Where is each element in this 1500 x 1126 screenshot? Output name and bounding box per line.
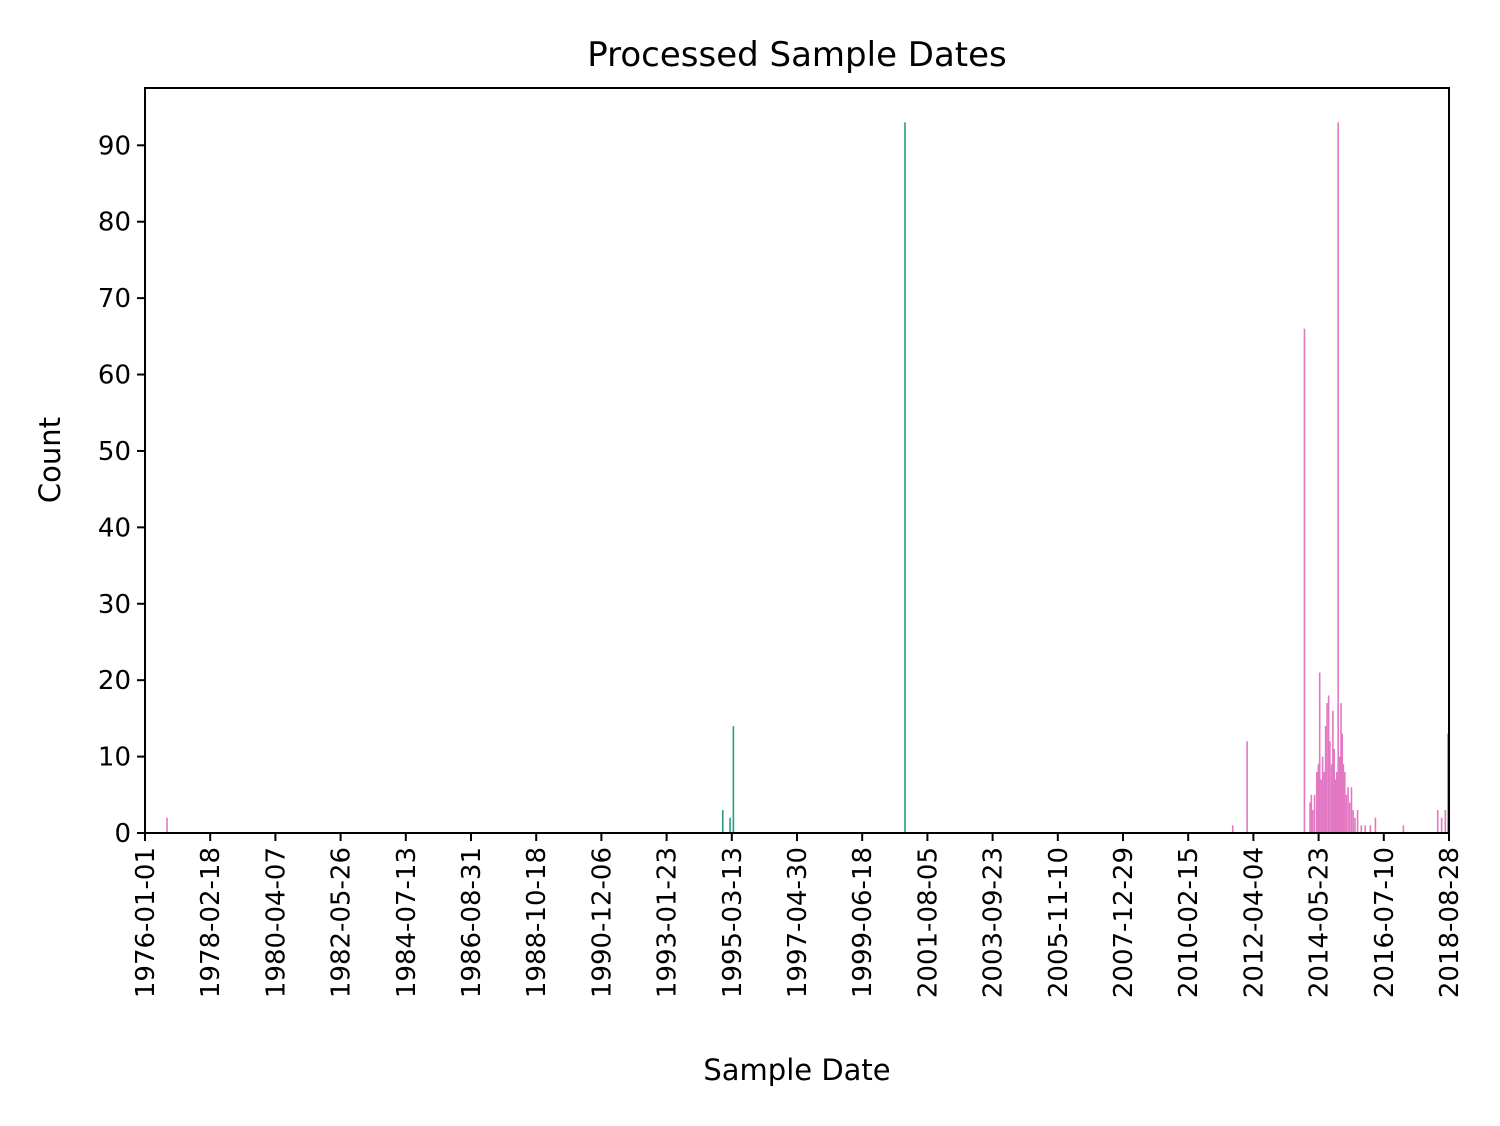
y-tick-label-10: 10 <box>98 743 131 773</box>
bar-5 <box>1231 825 1234 833</box>
bar-27 <box>1337 122 1339 833</box>
bar-2 <box>729 817 731 833</box>
x-tick-label-3: 1982-05-26 <box>327 847 357 998</box>
x-tick-label-15: 2007-12-29 <box>1109 847 1139 998</box>
x-tick-label-14: 2005-11-10 <box>1044 847 1074 998</box>
x-axis-label: Sample Date <box>703 1053 890 1087</box>
bar-9 <box>1310 794 1313 833</box>
y-tick-label-0: 0 <box>114 819 131 849</box>
bar-34 <box>1347 787 1349 833</box>
bar-series <box>166 122 1450 833</box>
plot-area-frame <box>144 87 1450 834</box>
bar-28 <box>1338 756 1341 833</box>
bar-46 <box>1440 817 1443 833</box>
bar-6 <box>1246 741 1248 833</box>
x-tick-label-2: 1980-04-07 <box>261 847 291 998</box>
x-tick-label-19: 2016-07-10 <box>1370 847 1400 998</box>
x-tick-label-11: 1999-06-18 <box>848 847 878 998</box>
bar-12 <box>1315 771 1318 833</box>
bar-41 <box>1364 825 1367 833</box>
x-tick-label-1: 1978-02-18 <box>196 847 226 998</box>
x-tick-label-17: 2012-04-04 <box>1239 847 1269 998</box>
bar-31 <box>1342 764 1345 833</box>
x-tick-label-9: 1995-03-13 <box>718 847 748 998</box>
y-axis-label: Count <box>33 417 67 503</box>
y-axis: 0 10 20 30 40 50 60 70 80 90 <box>98 131 145 849</box>
bar-18 <box>1324 726 1327 833</box>
x-tick-label-16: 2010-02-15 <box>1174 847 1204 998</box>
bar-25 <box>1334 779 1337 833</box>
bar-7 <box>1303 328 1306 833</box>
x-tick-label-7: 1990-12-06 <box>587 847 617 998</box>
bar-3 <box>732 726 735 833</box>
bar-47 <box>1444 810 1447 833</box>
x-tick-label-18: 2014-05-23 <box>1305 847 1335 998</box>
x-tick-label-0: 1976-01-01 <box>131 847 161 998</box>
x-axis: 1976-01-01 1978-02-18 1980-04-07 1982-05-26… <box>131 833 1465 998</box>
x-tick-label-13: 2003-09-23 <box>979 847 1009 998</box>
bar-24 <box>1333 748 1335 833</box>
bar-45 <box>1436 810 1439 833</box>
x-tick-label-6: 1988-10-18 <box>522 847 552 998</box>
bar-17 <box>1323 771 1326 833</box>
x-tick-label-12: 2001-08-05 <box>913 847 943 998</box>
x-tick-label-5: 1986-08-31 <box>457 847 487 998</box>
bar-21 <box>1329 741 1331 833</box>
y-tick-label-30: 30 <box>98 590 131 620</box>
bar-38 <box>1354 817 1356 833</box>
bar-26 <box>1335 771 1338 833</box>
bar-4 <box>904 122 906 833</box>
bar-42 <box>1369 825 1372 833</box>
bar-15 <box>1320 779 1323 833</box>
y-tick-label-20: 20 <box>98 666 131 696</box>
bar-40 <box>1360 825 1363 833</box>
y-tick-label-40: 40 <box>98 513 131 543</box>
bar-32 <box>1344 771 1346 833</box>
bar-43 <box>1374 817 1377 833</box>
bar-10 <box>1312 810 1314 833</box>
bar-11 <box>1313 794 1316 833</box>
bar-22 <box>1330 764 1333 833</box>
x-tick-label-10: 1997-04-30 <box>783 847 813 998</box>
bar-35 <box>1348 802 1351 833</box>
y-tick-label-70: 70 <box>98 284 131 314</box>
bar-37 <box>1352 810 1354 833</box>
x-tick-label-4: 1984-07-13 <box>392 847 422 998</box>
bar-0 <box>166 817 168 833</box>
bar-8 <box>1309 802 1311 833</box>
bar-33 <box>1345 794 1348 833</box>
y-tick-label-60: 60 <box>98 361 131 391</box>
bar-29 <box>1340 703 1342 833</box>
bar-20 <box>1327 695 1330 833</box>
chart-title: Processed Sample Dates <box>587 35 1007 75</box>
bar-13 <box>1317 764 1320 833</box>
y-tick-label-90: 90 <box>98 131 131 161</box>
y-tick-label-80: 80 <box>98 208 131 238</box>
bar-16 <box>1321 756 1324 833</box>
y-tick-label-50: 50 <box>98 437 131 467</box>
bar-44 <box>1402 825 1405 833</box>
bar-39 <box>1356 810 1359 833</box>
x-tick-label-20: 2018-08-28 <box>1435 847 1465 998</box>
bar-30 <box>1341 733 1343 833</box>
bar-23 <box>1332 710 1334 833</box>
bar-14 <box>1318 672 1321 833</box>
bar-19 <box>1326 703 1328 833</box>
bar-1 <box>721 810 724 833</box>
x-tick-label-8: 1993-01-23 <box>653 847 683 998</box>
bar-36 <box>1350 787 1353 833</box>
